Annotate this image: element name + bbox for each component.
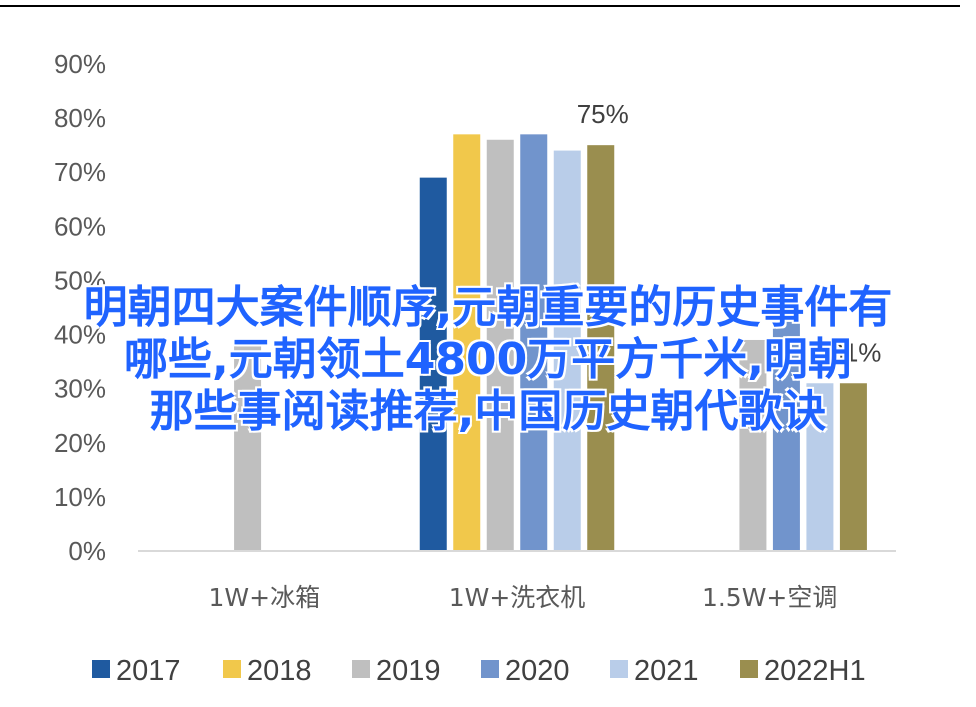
bar-2018-1 <box>453 134 481 551</box>
bar-2020-2 <box>772 302 800 551</box>
bar-2019-0 <box>234 345 262 551</box>
y-tick-label: 40% <box>54 320 106 350</box>
y-tick-label: 70% <box>54 157 106 187</box>
bar-2022H1-2 <box>839 383 867 551</box>
data-labels: 75% 31% <box>577 99 882 367</box>
legend-swatch-2018 <box>223 660 241 678</box>
bar-2022H1-1 <box>587 145 615 551</box>
legend-swatch-2022H1 <box>740 660 758 678</box>
y-tick-label: 50% <box>54 265 106 295</box>
y-axis-ticks: 0% 10% 20% 30% 40% 50% 60% 70% 80% 90% <box>54 49 106 566</box>
y-tick-label: 30% <box>54 374 106 404</box>
data-label: 75% <box>577 99 629 129</box>
legend-swatch-2020 <box>481 660 499 678</box>
legend-label-2022H1: 2022H1 <box>764 655 866 687</box>
bar-2019-2 <box>739 339 767 551</box>
legend-swatch-2019 <box>352 660 370 678</box>
bar-2021-1 <box>553 150 581 552</box>
bar-2020-1 <box>520 134 548 551</box>
bar-2019-1 <box>486 139 514 551</box>
legend-swatch-2021 <box>610 660 628 678</box>
x-category-label: 1W+冰箱 <box>209 583 321 612</box>
y-tick-label: 60% <box>54 211 106 241</box>
y-tick-label: 90% <box>54 49 106 79</box>
legend-label-2021: 2021 <box>634 655 699 687</box>
legend-swatch-2017 <box>92 660 110 678</box>
bar-2021-2 <box>806 383 834 551</box>
data-label: 31% <box>829 337 881 367</box>
bar-2017-1 <box>419 177 447 551</box>
legend: 2017 2018 2019 2020 2021 2022H1 <box>92 655 866 687</box>
y-tick-label: 10% <box>54 482 106 512</box>
legend-label-2018: 2018 <box>247 655 312 687</box>
bars <box>234 134 867 552</box>
x-category-label: 1W+洗衣机 <box>449 583 586 612</box>
x-category-label: 1.5W+空调 <box>702 583 837 612</box>
y-tick-label: 0% <box>68 536 106 566</box>
y-tick-label: 20% <box>54 428 106 458</box>
legend-label-2020: 2020 <box>505 655 570 687</box>
y-tick-label: 80% <box>54 103 106 133</box>
x-axis-categories: 1W+冰箱 1W+洗衣机 1.5W+空调 <box>209 583 838 612</box>
legend-label-2017: 2017 <box>116 655 181 687</box>
legend-label-2019: 2019 <box>376 655 441 687</box>
